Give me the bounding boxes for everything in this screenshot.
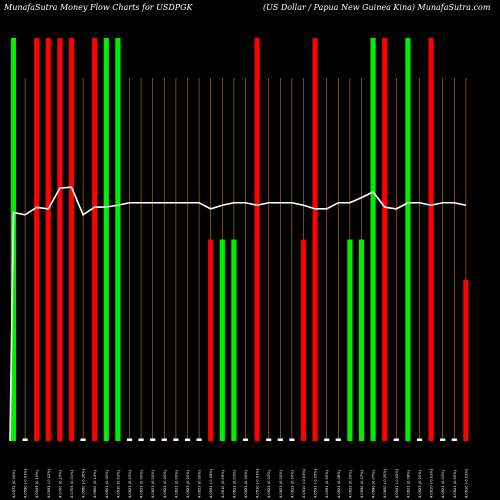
bar-down bbox=[68, 38, 75, 441]
bar-down bbox=[45, 38, 51, 441]
price-line-layer bbox=[9, 186, 467, 442]
x-tick-label: 4.0623 (0.00%) bbox=[140, 469, 144, 498]
x-tick-label: 4.0680 (0.07%) bbox=[372, 469, 376, 498]
bar-flat bbox=[161, 438, 167, 441]
bar-up bbox=[405, 38, 411, 441]
x-tick-label: 4.0705 (0.01%) bbox=[70, 469, 74, 498]
bar-flat bbox=[266, 438, 272, 441]
bar-up bbox=[231, 239, 237, 441]
x-tick-label: 4.0623 (0.00%) bbox=[198, 469, 202, 498]
x-tick-label: 4.0700 (0.27%) bbox=[58, 469, 62, 498]
bar-down bbox=[254, 38, 260, 441]
bar-down bbox=[463, 279, 469, 441]
bar-up bbox=[219, 239, 225, 441]
bar-down bbox=[208, 239, 214, 441]
bar-up bbox=[115, 38, 121, 441]
chart-subtitle: (US Dollar / Papua New Guinea Kina) Muna… bbox=[263, 3, 491, 12]
x-tick-label: 4.0623 (0.00%) bbox=[279, 469, 283, 498]
x-tick-label: 4.0623 (0.00%) bbox=[174, 469, 178, 498]
x-tick-label: 4.0623 (0.03%) bbox=[441, 469, 445, 498]
bar-flat bbox=[416, 438, 423, 441]
price-line bbox=[9, 186, 467, 442]
bar-flat bbox=[80, 438, 86, 441]
x-tick-label: 4.0591 (-0.08%) bbox=[209, 468, 213, 498]
x-tick-label: 4.0650 (0.07%) bbox=[360, 469, 364, 498]
bar-flat bbox=[289, 438, 295, 441]
bar-down bbox=[57, 38, 63, 441]
x-tick-label: 4.0610 (-0.03%) bbox=[430, 468, 434, 498]
x-tick-label: 4.0610 (-0.03%) bbox=[302, 468, 306, 498]
x-tick-label: 4.0591 (-0.05%) bbox=[314, 468, 318, 498]
x-tick-label: 4.0600 (-0.20%) bbox=[383, 468, 387, 498]
bar-up bbox=[358, 239, 365, 441]
bar-down bbox=[382, 38, 388, 441]
bar-down bbox=[300, 239, 307, 441]
x-tick-label: 4.0623 (0.03%) bbox=[267, 469, 271, 498]
bar-down bbox=[92, 38, 98, 441]
x-tick-label: 4.0623 (0.00%) bbox=[244, 469, 248, 498]
x-tick-label: 4.0601 (0.00%) bbox=[105, 469, 109, 498]
bar-flat bbox=[335, 438, 341, 441]
bar-up bbox=[347, 239, 353, 441]
x-tick-label: 4.0591 (0.00%) bbox=[325, 469, 329, 498]
x-tick-label: 4.0610 (0.05%) bbox=[221, 469, 225, 498]
x-tick-label: 4.0623 (0.00%) bbox=[186, 469, 190, 498]
x-tick-label: 4.0610 (0.02%) bbox=[116, 469, 120, 498]
x-tick-label: 4.0610 (-0.03%) bbox=[464, 468, 468, 498]
bar-flat bbox=[138, 438, 144, 441]
x-tick-label: 4.0623 (0.08%) bbox=[337, 469, 341, 498]
x-tick-label: 4.0591 (-0.02%) bbox=[47, 468, 51, 498]
x-tick-label: 4.0560 (-0.03%) bbox=[24, 468, 28, 498]
x-tick-label: 4.0623 (0.00%) bbox=[453, 469, 457, 498]
bar-down bbox=[34, 38, 40, 441]
bar-flat bbox=[126, 438, 133, 441]
tick-labels-layer: 4.0572 (0.00%) 4.0560 (-0.03%) 4.0599 (0.1… bbox=[12, 468, 468, 498]
x-tick-label: 4.0623 (0.03%) bbox=[128, 469, 132, 498]
bar-flat bbox=[242, 438, 249, 441]
x-tick-label: 4.0623 (0.08%) bbox=[406, 469, 410, 498]
x-tick-label: 4.0623 (0.00%) bbox=[418, 469, 422, 498]
bar-flat bbox=[393, 438, 399, 441]
x-tick-label: 4.0623 (0.03%) bbox=[232, 469, 236, 498]
x-tick-label: 4.0623 (0.00%) bbox=[290, 469, 294, 498]
bar-flat bbox=[196, 438, 202, 441]
x-tick-label: 4.0591 (-0.02%) bbox=[395, 468, 399, 498]
x-tick-label: 4.0623 (0.00%) bbox=[348, 469, 352, 498]
bar-flat bbox=[277, 438, 283, 441]
bar-down bbox=[428, 38, 434, 441]
x-tick-label: 4.0623 (0.00%) bbox=[151, 469, 155, 498]
bar-up bbox=[103, 38, 109, 441]
bar-up bbox=[370, 38, 376, 441]
bar-flat bbox=[440, 438, 446, 441]
bar-flat bbox=[184, 438, 191, 441]
x-tick-label: 4.0610 (-0.03%) bbox=[256, 468, 260, 498]
x-tick-label: 4.0623 (0.00%) bbox=[163, 469, 167, 498]
x-tick-label: 4.0599 (0.10%) bbox=[35, 469, 39, 498]
x-tick-label: 4.0600 (0.10%) bbox=[93, 469, 97, 498]
bar-flat bbox=[324, 438, 330, 441]
bar-down bbox=[312, 38, 318, 441]
chart-title: MunafaSutra Money Flow Charts for USDPGK bbox=[3, 3, 194, 12]
bar-flat bbox=[173, 438, 179, 441]
x-tick-label: 4.0560 (-0.36%) bbox=[82, 468, 86, 498]
bar-flat bbox=[451, 438, 457, 441]
x-tick-label: 4.0572 (0.00%) bbox=[12, 469, 16, 498]
bar-flat bbox=[150, 438, 156, 441]
bar-flat bbox=[22, 438, 28, 441]
